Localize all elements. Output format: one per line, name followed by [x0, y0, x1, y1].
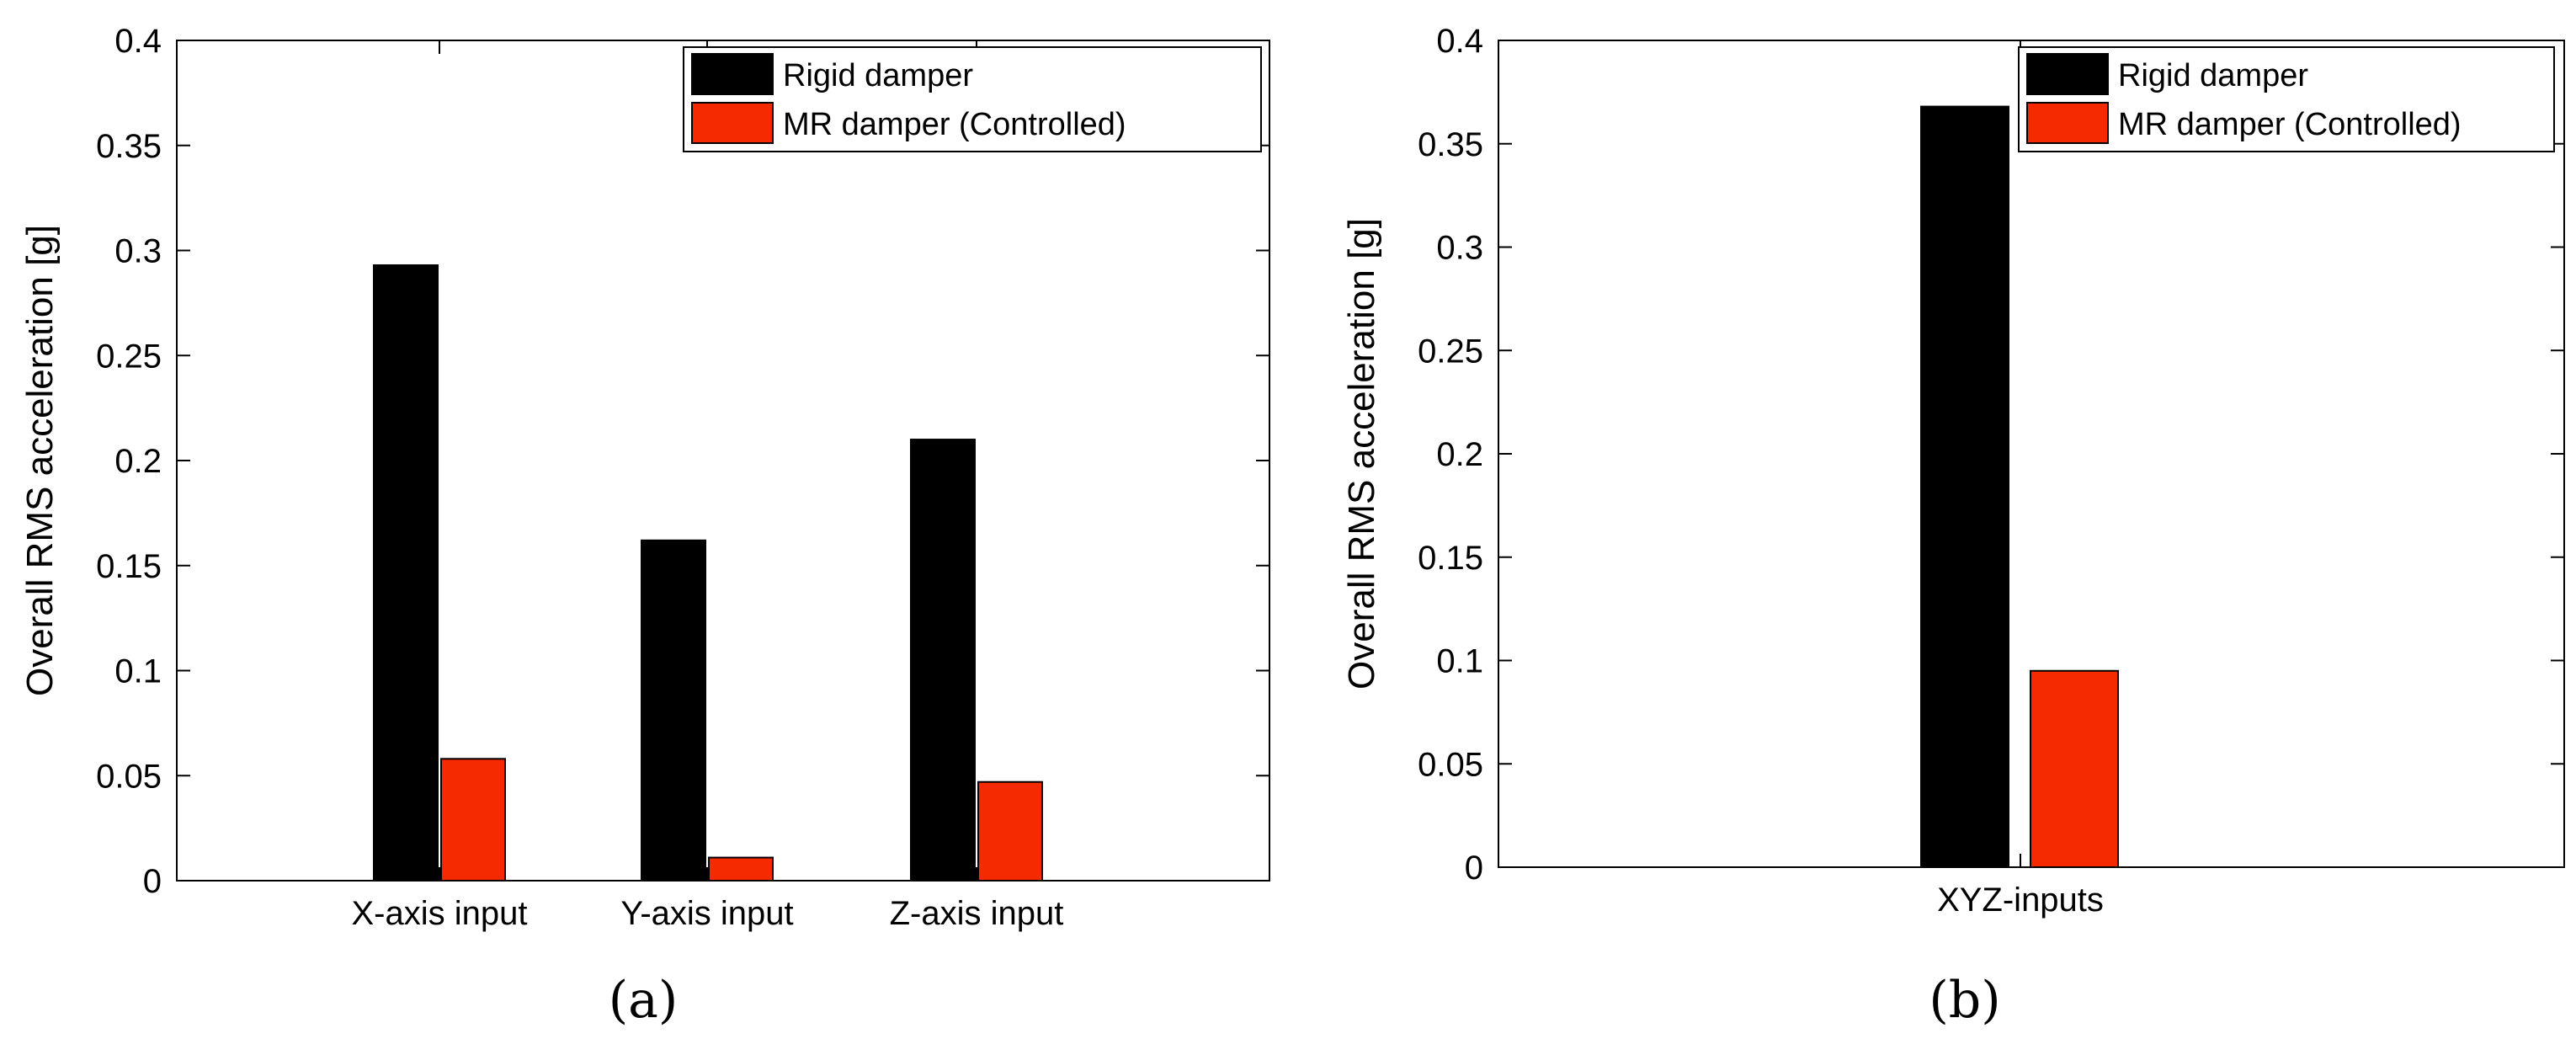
- y-tick-label: 0.25: [1418, 333, 1483, 370]
- bar-mr-damper: [977, 780, 1043, 882]
- panel-caption: (b): [1929, 971, 2000, 1030]
- legend: Rigid damper MR damper (Controlled): [2018, 46, 2555, 152]
- y-tick-label: 0.15: [96, 548, 162, 585]
- chart-panel-b: 0 0.05 0.1 0.15 0.2 0.25 0.3 0.35 0.4 XYZ-inputs O…: [1341, 23, 2565, 1030]
- bar-rigid-damper: [641, 539, 706, 882]
- x-tick-label: Z-axis input: [890, 895, 1064, 932]
- y-tick-label: 0.2: [114, 443, 162, 480]
- legend-entry-label: Rigid damper: [2118, 58, 2308, 93]
- chart-panel-a: 0 0.05 0.1 0.15 0.2 0.25 0.3 0.35 0.4 X-axis inpu…: [19, 23, 1270, 1030]
- y-tick-label: 0.35: [1418, 126, 1483, 163]
- y-tick-label: 0.25: [96, 338, 162, 375]
- y-tick-label: 0: [1465, 850, 1483, 887]
- legend-entry-label: Rigid damper: [783, 58, 973, 93]
- y-axis-label: Overall RMS acceleration [g]: [1341, 218, 1382, 690]
- legend-swatch: [691, 53, 774, 95]
- y-tick-label: 0.35: [96, 128, 162, 165]
- x-tick-label: Y-axis input: [620, 895, 793, 932]
- panel-caption: (a): [609, 971, 679, 1030]
- bar-mr-damper: [708, 856, 774, 882]
- legend-box: [683, 46, 1262, 152]
- y-tick-label: 0.4: [114, 23, 162, 60]
- y-tick-label: 0.1: [1436, 643, 1483, 680]
- y-tick-label: 0.05: [1418, 746, 1483, 783]
- y-tick-label: 0: [143, 863, 162, 900]
- y-tick-label: 0.4: [1436, 23, 1483, 60]
- bar-rigid-damper: [1920, 105, 2009, 868]
- legend-swatch: [2026, 102, 2109, 144]
- y-tick-label: 0.2: [1436, 436, 1483, 473]
- y-tick-label: 0.3: [114, 233, 162, 270]
- bar-rigid-damper: [373, 264, 439, 882]
- bar-mr-damper: [2030, 669, 2119, 869]
- legend-entry-label: MR damper (Controlled): [2118, 107, 2462, 142]
- legend-swatch: [691, 102, 774, 144]
- y-tick-label: 0.1: [114, 653, 162, 690]
- x-tick-label: X-axis input: [352, 895, 528, 932]
- legend: Rigid damper MR damper (Controlled): [683, 46, 1262, 152]
- plot-area: [176, 40, 1270, 882]
- bar-mr-damper: [440, 758, 506, 882]
- legend-entry-label: MR damper (Controlled): [783, 107, 1126, 142]
- bar-rigid-damper: [910, 439, 976, 882]
- y-tick-label: 0.15: [1418, 540, 1483, 577]
- y-axis-label: Overall RMS acceleration [g]: [19, 225, 61, 696]
- legend-swatch: [2026, 53, 2109, 95]
- x-tick-label: XYZ-inputs: [1937, 882, 2104, 919]
- y-tick-label: 0.3: [1436, 230, 1483, 267]
- y-tick-label: 0.05: [96, 758, 162, 795]
